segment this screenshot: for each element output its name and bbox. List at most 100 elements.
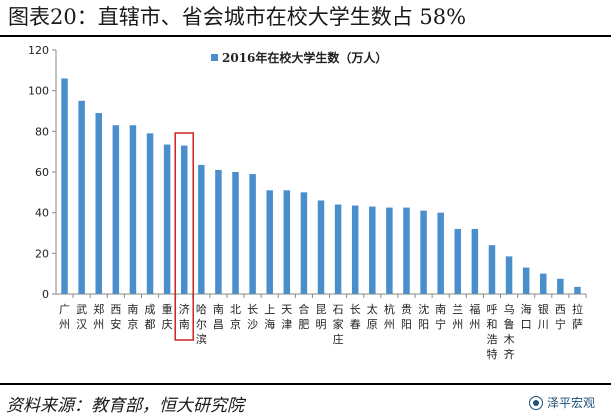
category-label-char: 宁 [555,317,566,331]
y-tick-label: 40 [35,207,49,220]
bar [334,204,342,294]
category-label-char: 都 [145,318,156,331]
category-label-char: 汉 [76,318,87,331]
category-label-char: 庄 [333,332,344,346]
category-label-char: 明 [316,318,327,331]
bar [198,164,205,294]
bar [180,145,188,294]
bar [471,228,479,294]
category-label-char: 沈 [418,302,429,316]
category-label-char: 石 [333,303,344,316]
category-label-char: 重 [162,302,173,316]
bar [112,125,120,294]
category-label-char: 浩 [486,333,497,346]
category-label-char: 广 [59,303,70,316]
watermark: 泽平宏观 [528,394,595,411]
bar [232,172,239,294]
y-tick-label: 0 [42,288,49,301]
category-label-char: 家 [333,317,344,331]
bar [420,210,427,294]
bar [522,267,530,294]
bar-chart: 0204060801001202016年在校大学生数（万人）广州武汉郑州西安南京… [28,44,587,361]
category-label-char: 海 [521,302,532,316]
category-label-char: 鲁 [504,317,515,331]
bar [454,228,462,294]
category-label-char: 尔 [196,318,207,331]
bar [95,113,102,295]
category-label-char: 京 [127,317,138,331]
bar [163,144,171,294]
category-label-char: 济 [179,302,190,316]
bar [266,190,273,294]
category-label-char: 昆 [316,303,327,316]
category-label-char: 昌 [213,318,224,331]
category-label-char: 原 [367,318,378,331]
bar [78,100,85,294]
y-tick-label: 20 [35,247,49,260]
bar [129,125,137,294]
category-label-char: 肥 [298,318,309,331]
source-note: 资料来源：教育部，恒大研究院 [6,396,244,416]
category-label-char: 拉 [572,302,583,316]
category-label-char: 特 [486,347,497,361]
category-label-char: 春 [350,318,361,331]
legend-label: 2016年在校大学生数（万人） [222,50,387,65]
bar [386,207,393,294]
y-tick-label: 100 [28,85,49,98]
category-label-char: 滨 [196,332,207,346]
category-label-char: 杭 [384,302,395,316]
category-label-char: 宁 [435,317,446,331]
source-divider [0,383,611,385]
bar [146,133,154,294]
bar [403,207,410,294]
watermark-label: 泽平宏观 [546,396,595,410]
category-label-char: 沙 [247,318,258,331]
bar [488,245,496,294]
category-label-char: 呼 [486,303,497,316]
category-label-char: 贵 [401,303,412,316]
chart-title: 图表20：直辖市、省会城市在校大学生数占 58% [8,5,467,29]
bar [317,200,325,294]
category-label-char: 州 [384,318,395,331]
category-label-char: 齐 [504,347,515,361]
category-label-char: 和 [486,318,497,331]
category-label-char: 京 [230,317,241,331]
bar [249,174,256,294]
category-label-char: 州 [59,318,70,331]
category-label-char: 西 [110,303,121,316]
category-label-char: 海 [264,317,275,331]
category-label-char: 南 [435,303,446,316]
wechat-icon [528,395,543,410]
category-label-char: 哈 [196,303,207,316]
highlight-box [174,132,194,341]
bar [283,190,291,294]
category-label-char: 州 [452,318,463,331]
category-label-char: 川 [538,318,549,331]
category-label-char: 安 [110,317,121,331]
category-label-char: 长 [247,303,258,316]
category-label-char: 西 [555,303,566,316]
category-label-char: 南 [179,318,190,331]
category-label-char: 南 [127,303,138,316]
y-tick-label: 80 [35,125,49,138]
category-label-char: 天 [281,303,292,316]
category-label-char: 长 [350,303,361,316]
bar [557,278,564,294]
title-divider [0,35,611,37]
category-label-char: 木 [504,333,515,346]
category-label-char: 津 [281,318,292,331]
category-label-char: 成 [145,303,156,316]
y-tick-label: 120 [28,44,49,57]
bar [300,192,308,294]
category-label-char: 银 [538,302,549,316]
bar [437,212,444,294]
category-label-char: 萨 [572,318,583,331]
category-label-char: 合 [298,302,309,316]
legend-swatch [211,54,218,61]
category-label-char: 庆 [162,317,173,331]
category-label-char: 兰 [452,303,463,316]
category-label-char: 上 [264,303,275,316]
bar [215,169,222,294]
category-label-char: 乌 [504,302,515,316]
category-label-char: 阳 [401,318,412,331]
